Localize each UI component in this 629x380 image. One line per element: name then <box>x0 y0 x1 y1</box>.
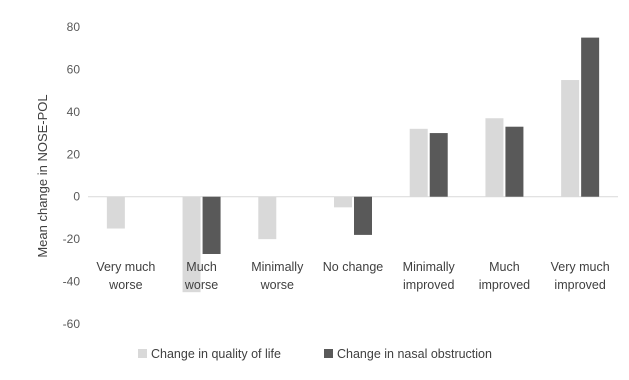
category-labels: Very much worse Much worse Minimally worse No … <box>96 260 609 292</box>
bar-nasal-obstruction <box>581 37 600 197</box>
y-tick-label: 20 <box>67 147 81 161</box>
y-tick-label: -60 <box>63 317 81 331</box>
bar-quality-of-life <box>182 196 201 293</box>
y-tick-label: 40 <box>67 105 81 119</box>
y-tick-label: -20 <box>63 232 81 246</box>
bar-quality-of-life <box>258 196 277 240</box>
bar-quality-of-life <box>561 80 580 197</box>
bar-nasal-obstruction <box>429 133 448 197</box>
y-axis-ticks: 80 60 40 20 0 -20 -40 -60 <box>63 20 81 331</box>
legend-label: Change in nasal obstruction <box>337 347 492 361</box>
category-label: Much worse <box>184 260 218 292</box>
bar-quality-of-life <box>485 118 504 197</box>
y-tick-label: 60 <box>67 62 81 76</box>
legend-swatch <box>324 349 333 358</box>
category-label: Minimally improved <box>403 260 456 292</box>
bar-quality-of-life <box>334 196 352 208</box>
category-label: Much improved <box>479 260 530 292</box>
y-tick-label: 80 <box>67 20 81 34</box>
legend-swatch <box>138 349 147 358</box>
legend-label: Change in quality of life <box>151 347 281 361</box>
bar-quality-of-life <box>106 196 125 229</box>
legend: Change in quality of life Change in nasal… <box>138 347 492 361</box>
bars <box>106 37 600 293</box>
y-tick-label: -40 <box>63 275 81 289</box>
category-label: Minimally worse <box>251 260 304 292</box>
y-tick-label: 0 <box>73 190 80 204</box>
bar-nasal-obstruction <box>354 196 372 235</box>
bar-nasal-obstruction <box>202 196 221 254</box>
y-axis-title: Mean change in NOSE-POL <box>35 94 50 257</box>
category-label: No change <box>323 260 384 274</box>
bar-quality-of-life <box>409 128 428 197</box>
bar-nasal-obstruction <box>505 126 524 197</box>
category-label: Very much worse <box>96 260 155 292</box>
category-label: Very much improved <box>551 260 610 292</box>
